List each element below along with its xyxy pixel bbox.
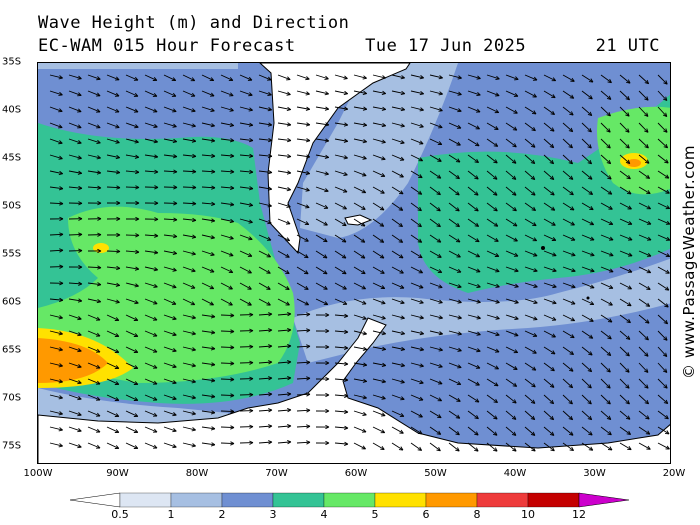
lon-label-70W: 70W xyxy=(265,468,288,479)
legend-label-0: 0.5 xyxy=(111,508,129,521)
forecast-date: Tue 17 Jun 2025 xyxy=(365,36,527,56)
wave-band-5-6m-spot xyxy=(93,243,109,253)
legend-swatch-1 xyxy=(170,492,223,508)
copyright-text: © www.PassageWeather.com xyxy=(680,144,698,380)
legend-swatch-4 xyxy=(323,492,376,508)
forecast-subtitle: EC-WAM 015 Hour Forecast Tue 17 Jun 2025… xyxy=(38,36,660,56)
lon-label-80W: 80W xyxy=(185,468,209,479)
legend-swatch-7 xyxy=(476,492,529,508)
wave-band-1-2m-south xyxy=(293,258,670,363)
falkland-islands xyxy=(344,214,373,226)
lat-label-60S: 60S xyxy=(2,296,22,308)
lon-label-30W: 30W xyxy=(583,468,606,479)
forecast-time: 21 UTC xyxy=(595,36,660,56)
legend-under-arrow xyxy=(70,492,121,508)
legend-label-1: 1 xyxy=(167,508,175,521)
legend-over-arrow xyxy=(578,492,630,508)
lat-label-55S: 55S xyxy=(2,248,22,260)
lat-label-45S: 45S xyxy=(2,152,22,164)
wave-band-6-8m xyxy=(38,338,108,383)
legend-swatch-5 xyxy=(374,492,427,508)
legend-swatch-3 xyxy=(272,492,325,508)
legend-label-4: 4 xyxy=(320,508,328,521)
legend-label-3: 3 xyxy=(269,508,277,521)
lon-label-100W: 100W xyxy=(23,468,53,479)
lat-label-40S: 40S xyxy=(2,104,22,116)
wave-band-1-2m-north xyxy=(38,63,238,69)
map-title: Wave Height (m) and Direction xyxy=(38,13,350,33)
wave-height-field xyxy=(38,63,670,463)
lat-label-50S: 50S xyxy=(2,200,22,212)
wave-band-6-8m-east xyxy=(627,159,641,167)
legend-label-6: 6 xyxy=(422,508,430,521)
legend-swatch-6 xyxy=(425,492,478,508)
lon-label-90W: 90W xyxy=(106,468,129,479)
wave-map xyxy=(37,62,671,464)
wave-band-1-2m-patagonia xyxy=(300,63,458,238)
legend-swatch-8 xyxy=(527,492,580,508)
lon-label-50W: 50W xyxy=(424,468,447,479)
model-label: EC-WAM 015 Hour Forecast xyxy=(38,36,296,56)
legend-label-8: 10 xyxy=(521,508,535,521)
south-sandwich-island xyxy=(586,296,590,300)
legend-swatch-2 xyxy=(221,492,274,508)
legend-label-7: 8 xyxy=(473,508,481,521)
lat-label-75S: 75S xyxy=(2,440,22,452)
south-georgia-island xyxy=(541,246,545,250)
lat-label-35S: 35S xyxy=(2,56,22,68)
lon-label-60W: 60W xyxy=(344,468,368,479)
legend-label-2: 2 xyxy=(218,508,226,521)
lon-label-20W: 20W xyxy=(662,468,686,479)
legend-label-5: 5 xyxy=(371,508,379,521)
south-america-land xyxy=(259,63,411,255)
wave-band-4-5m-east xyxy=(597,106,670,195)
lat-label-70S: 70S xyxy=(2,392,22,404)
wave-direction-arrows xyxy=(49,74,670,452)
legend-label-9: 12 xyxy=(572,508,586,521)
legend-swatch-0 xyxy=(119,492,172,508)
color-legend xyxy=(70,492,630,508)
lat-label-65S: 65S xyxy=(2,344,22,356)
lon-label-40W: 40W xyxy=(503,468,527,479)
